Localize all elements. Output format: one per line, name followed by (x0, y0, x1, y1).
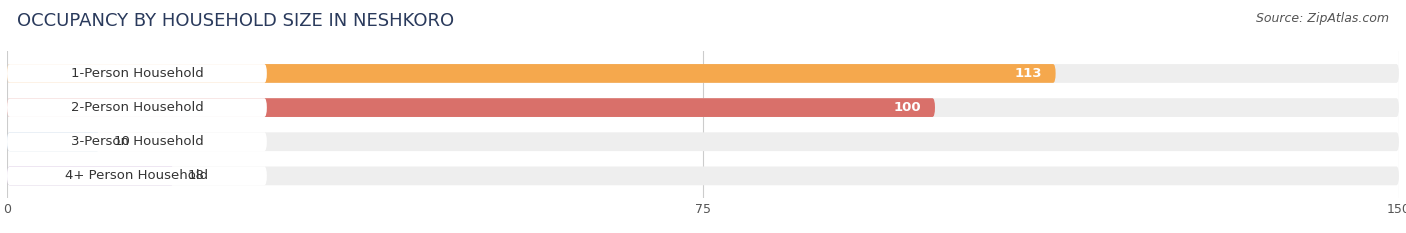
FancyBboxPatch shape (7, 98, 935, 117)
Text: 4+ Person Household: 4+ Person Household (66, 169, 208, 182)
FancyBboxPatch shape (7, 166, 267, 185)
Text: OCCUPANCY BY HOUSEHOLD SIZE IN NESHKORO: OCCUPANCY BY HOUSEHOLD SIZE IN NESHKORO (17, 12, 454, 30)
Text: 18: 18 (188, 169, 205, 182)
Text: 113: 113 (1014, 67, 1042, 80)
FancyBboxPatch shape (7, 132, 1399, 151)
FancyBboxPatch shape (7, 98, 1399, 117)
Text: 1-Person Household: 1-Person Household (70, 67, 204, 80)
FancyBboxPatch shape (7, 166, 174, 185)
FancyBboxPatch shape (7, 166, 1399, 185)
Text: Source: ZipAtlas.com: Source: ZipAtlas.com (1256, 12, 1389, 25)
Text: 10: 10 (114, 135, 131, 148)
FancyBboxPatch shape (7, 132, 100, 151)
Text: 100: 100 (893, 101, 921, 114)
Text: 3-Person Household: 3-Person Household (70, 135, 204, 148)
FancyBboxPatch shape (7, 64, 267, 83)
FancyBboxPatch shape (7, 64, 1399, 83)
FancyBboxPatch shape (7, 132, 267, 151)
FancyBboxPatch shape (7, 64, 1056, 83)
Text: 2-Person Household: 2-Person Household (70, 101, 204, 114)
FancyBboxPatch shape (7, 98, 267, 117)
